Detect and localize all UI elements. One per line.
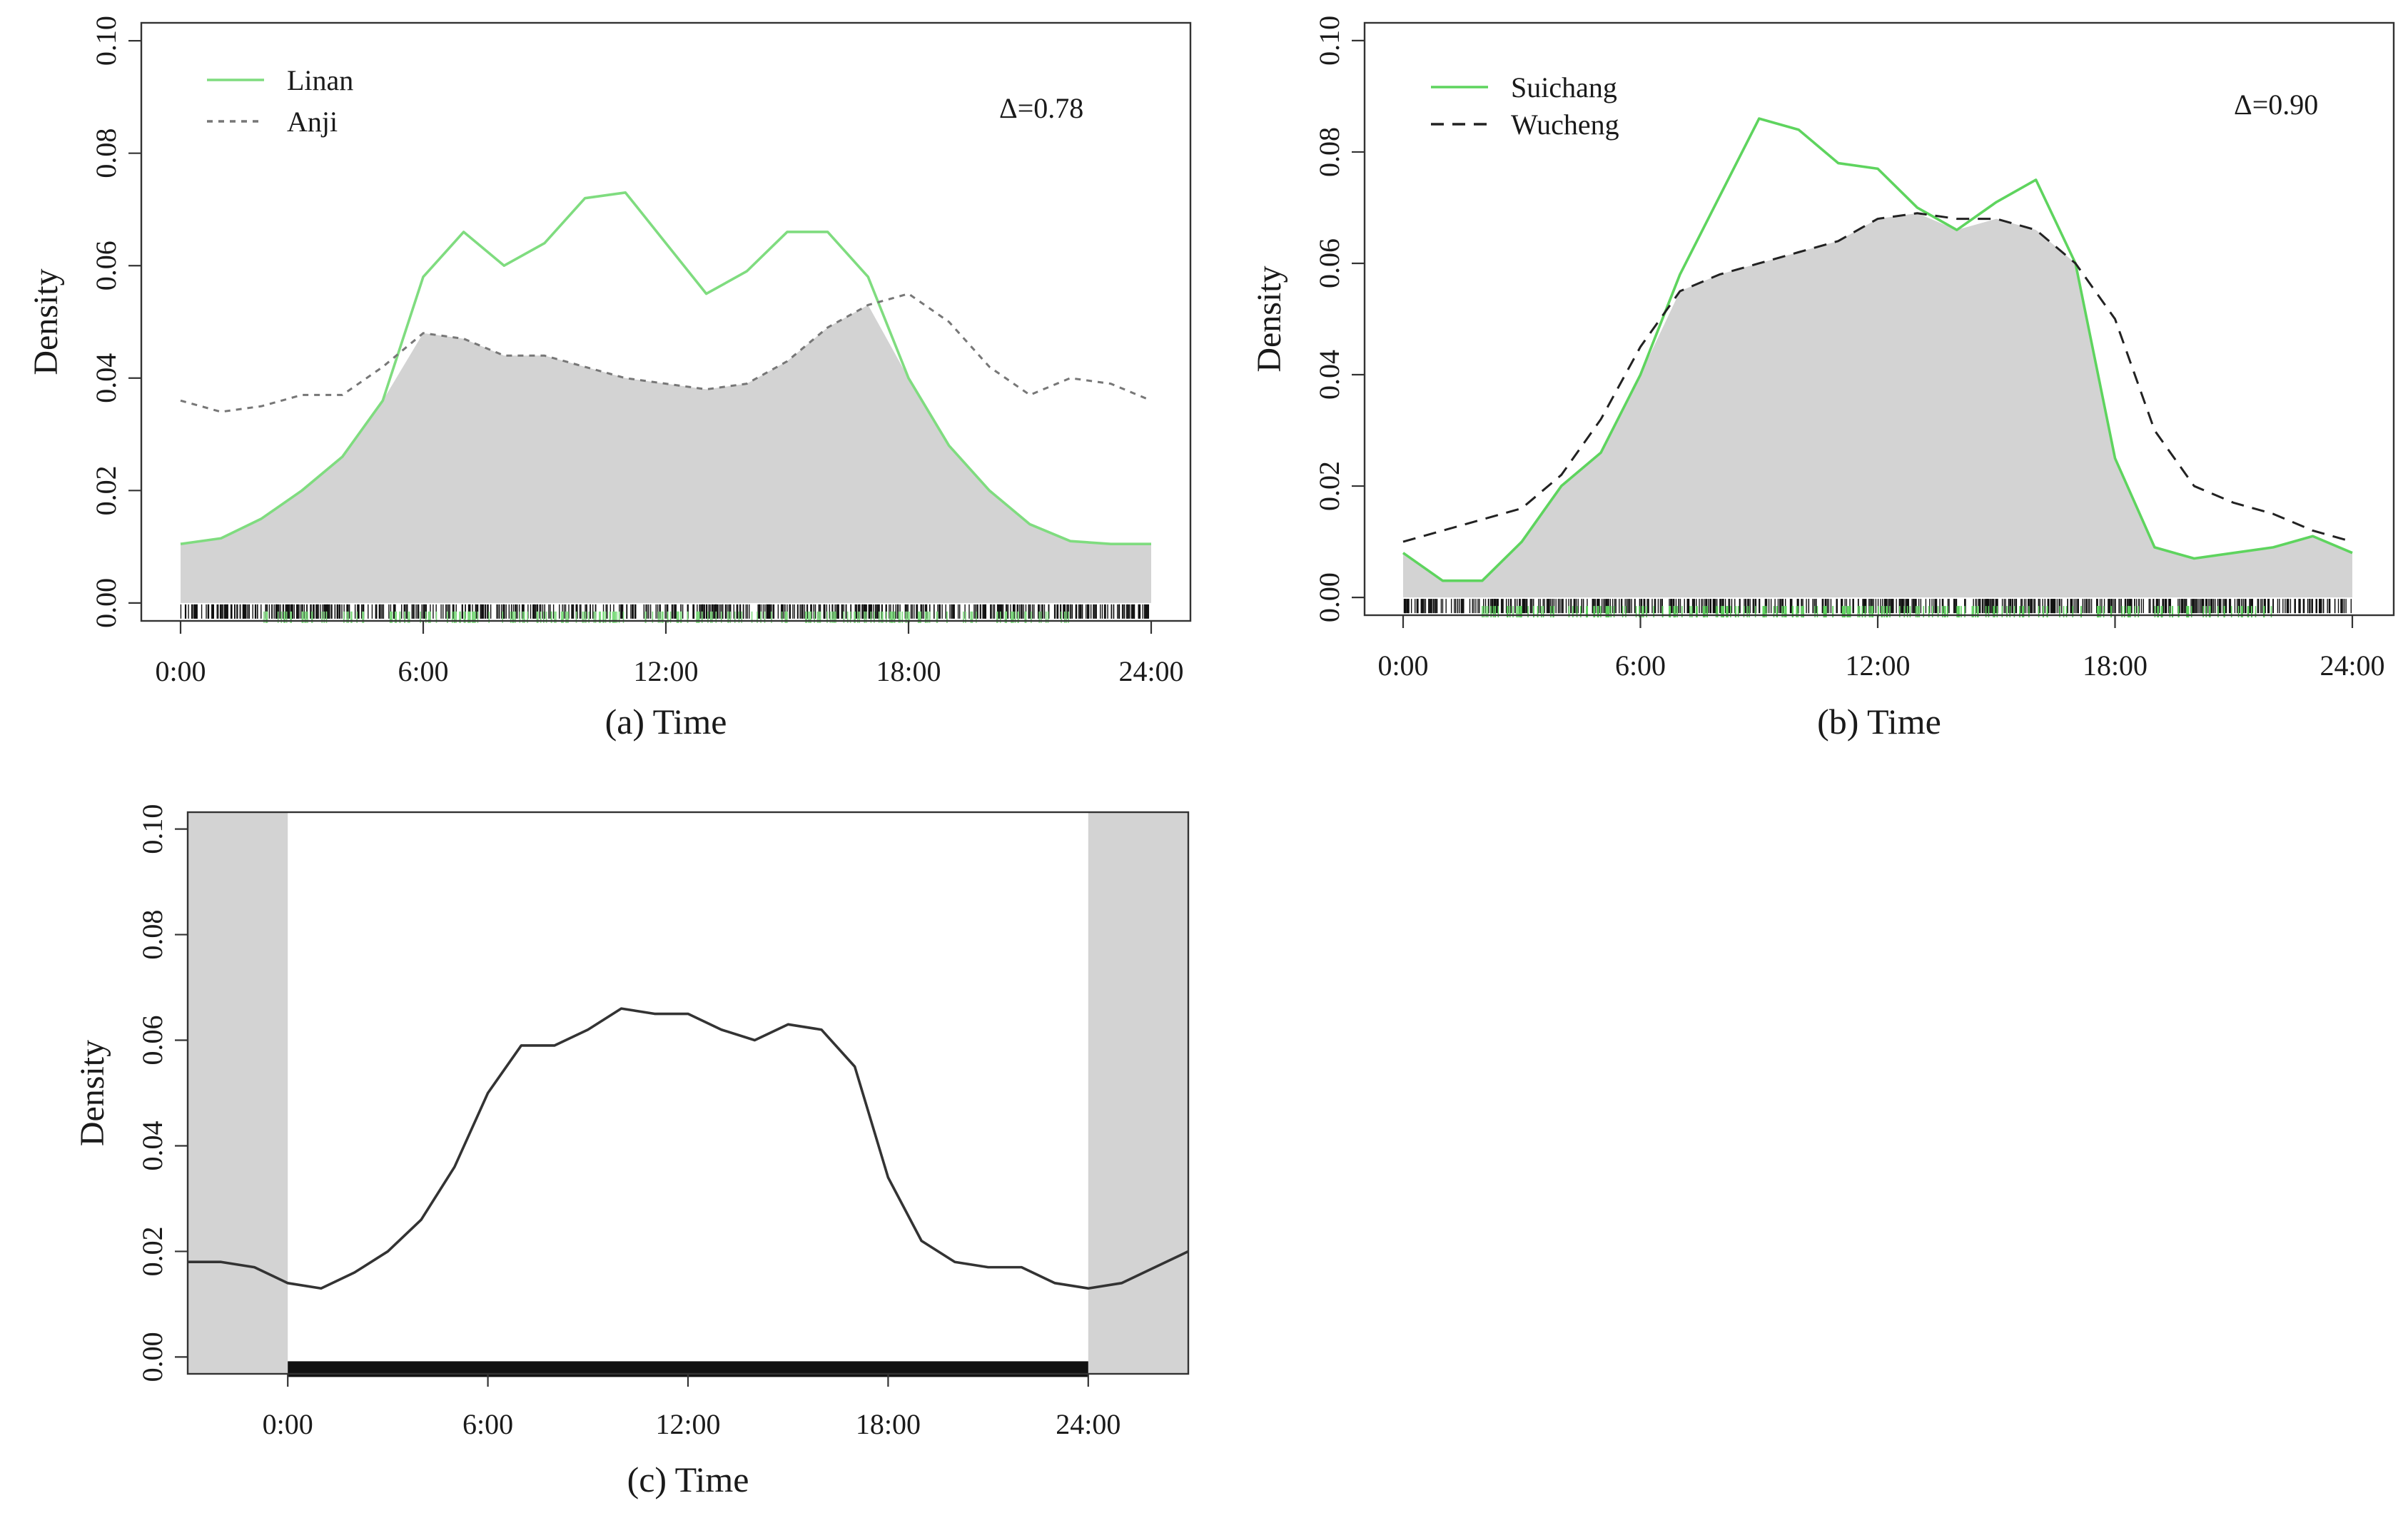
legend-label-wucheng: Wucheng: [1511, 108, 1619, 141]
plot-frame: [1363, 21, 2395, 617]
chart-panel-b: 0.00 0.02 0.04 0.06 0.08 0.10 0:00 6:00 12:00 18:…: [1250, 16, 2395, 742]
chart-panel-a: 0.00 0.02 0.04 0.06 0.08 0.10 0:00 6:00 12:00 18:…: [27, 16, 1192, 742]
y-tick-label: 0.10: [136, 804, 168, 854]
y-tick-label: 0.00: [136, 1332, 168, 1382]
panel-caption: (b) Time: [1817, 702, 1941, 742]
overlap-coefficient: Δ=0.90: [2234, 88, 2318, 121]
shaded-range-0: [188, 812, 288, 1374]
y-tick-label: 0.04: [136, 1120, 168, 1170]
y-tick-label: 0.04: [90, 353, 122, 403]
series-line-combined: [188, 1007, 1189, 1290]
y-tick-label: 0.00: [1313, 572, 1345, 622]
legend-label-anji: Anji: [287, 106, 338, 138]
y-tick-label: 0.04: [1313, 350, 1345, 400]
x-tick-label: 12:00: [633, 655, 698, 687]
y-tick-label: 0.06: [90, 241, 122, 290]
x-tick-label: 12:00: [655, 1408, 720, 1440]
x-tick-label: 0:00: [263, 1408, 313, 1440]
panel-caption: (a) Time: [605, 702, 727, 742]
y-tick-label: 0.06: [1313, 238, 1345, 288]
x-tick-label: 6:00: [462, 1408, 513, 1440]
y-axis-title: Density: [1250, 265, 1288, 372]
x-tick-label: 0:00: [155, 655, 206, 687]
overlap-coefficient: Δ=0.78: [999, 92, 1083, 124]
y-tick-label: 0.02: [136, 1226, 168, 1276]
y-axis-title: Density: [27, 268, 65, 375]
shaded-range-1: [1088, 812, 1188, 1374]
series-line-suichang: [1402, 117, 2353, 582]
series-line-wucheng: [1402, 212, 2353, 543]
x-tick-label: 18:00: [876, 655, 941, 687]
y-axis-title: Density: [74, 1040, 111, 1146]
y-tick-label: 0.08: [136, 910, 168, 960]
y-tick-label: 0.08: [1313, 127, 1345, 177]
x-tick-label: 24:00: [2320, 649, 2384, 682]
y-tick-label: 0.02: [1313, 461, 1345, 511]
legend-label-suichang: Suichang: [1511, 71, 1617, 103]
x-tick-label: 24:00: [1118, 655, 1183, 687]
x-tick-label: 6:00: [398, 655, 448, 687]
y-tick-label: 0.10: [1313, 16, 1345, 66]
series-line-anji: [180, 293, 1152, 413]
y-tick-label: 0.08: [90, 128, 122, 178]
x-tick-label: 6:00: [1615, 649, 1666, 682]
overlap-area: [1403, 213, 2352, 598]
legend-label-linan: Linan: [287, 64, 353, 96]
x-tick-label: 0:00: [1377, 649, 1428, 682]
x-tick-label: 24:00: [1056, 1408, 1120, 1440]
x-tick-label: 12:00: [1845, 649, 1910, 682]
y-tick-label: 0.06: [136, 1016, 168, 1066]
rug-ticks: [180, 604, 1150, 623]
x-tick-label: 18:00: [2083, 649, 2148, 682]
chart-panel-c: 0.00 0.02 0.04 0.06 0.08 0.10 0:00 6:00 12:00 18:…: [74, 804, 1190, 1499]
y-tick-label: 0.10: [90, 16, 122, 66]
x-tick-label: 18:00: [856, 1408, 921, 1440]
series-line-linan: [180, 191, 1151, 545]
y-tick-label: 0.02: [90, 465, 122, 515]
panel-caption: (c) Time: [627, 1459, 749, 1499]
y-tick-label: 0.00: [90, 578, 122, 628]
